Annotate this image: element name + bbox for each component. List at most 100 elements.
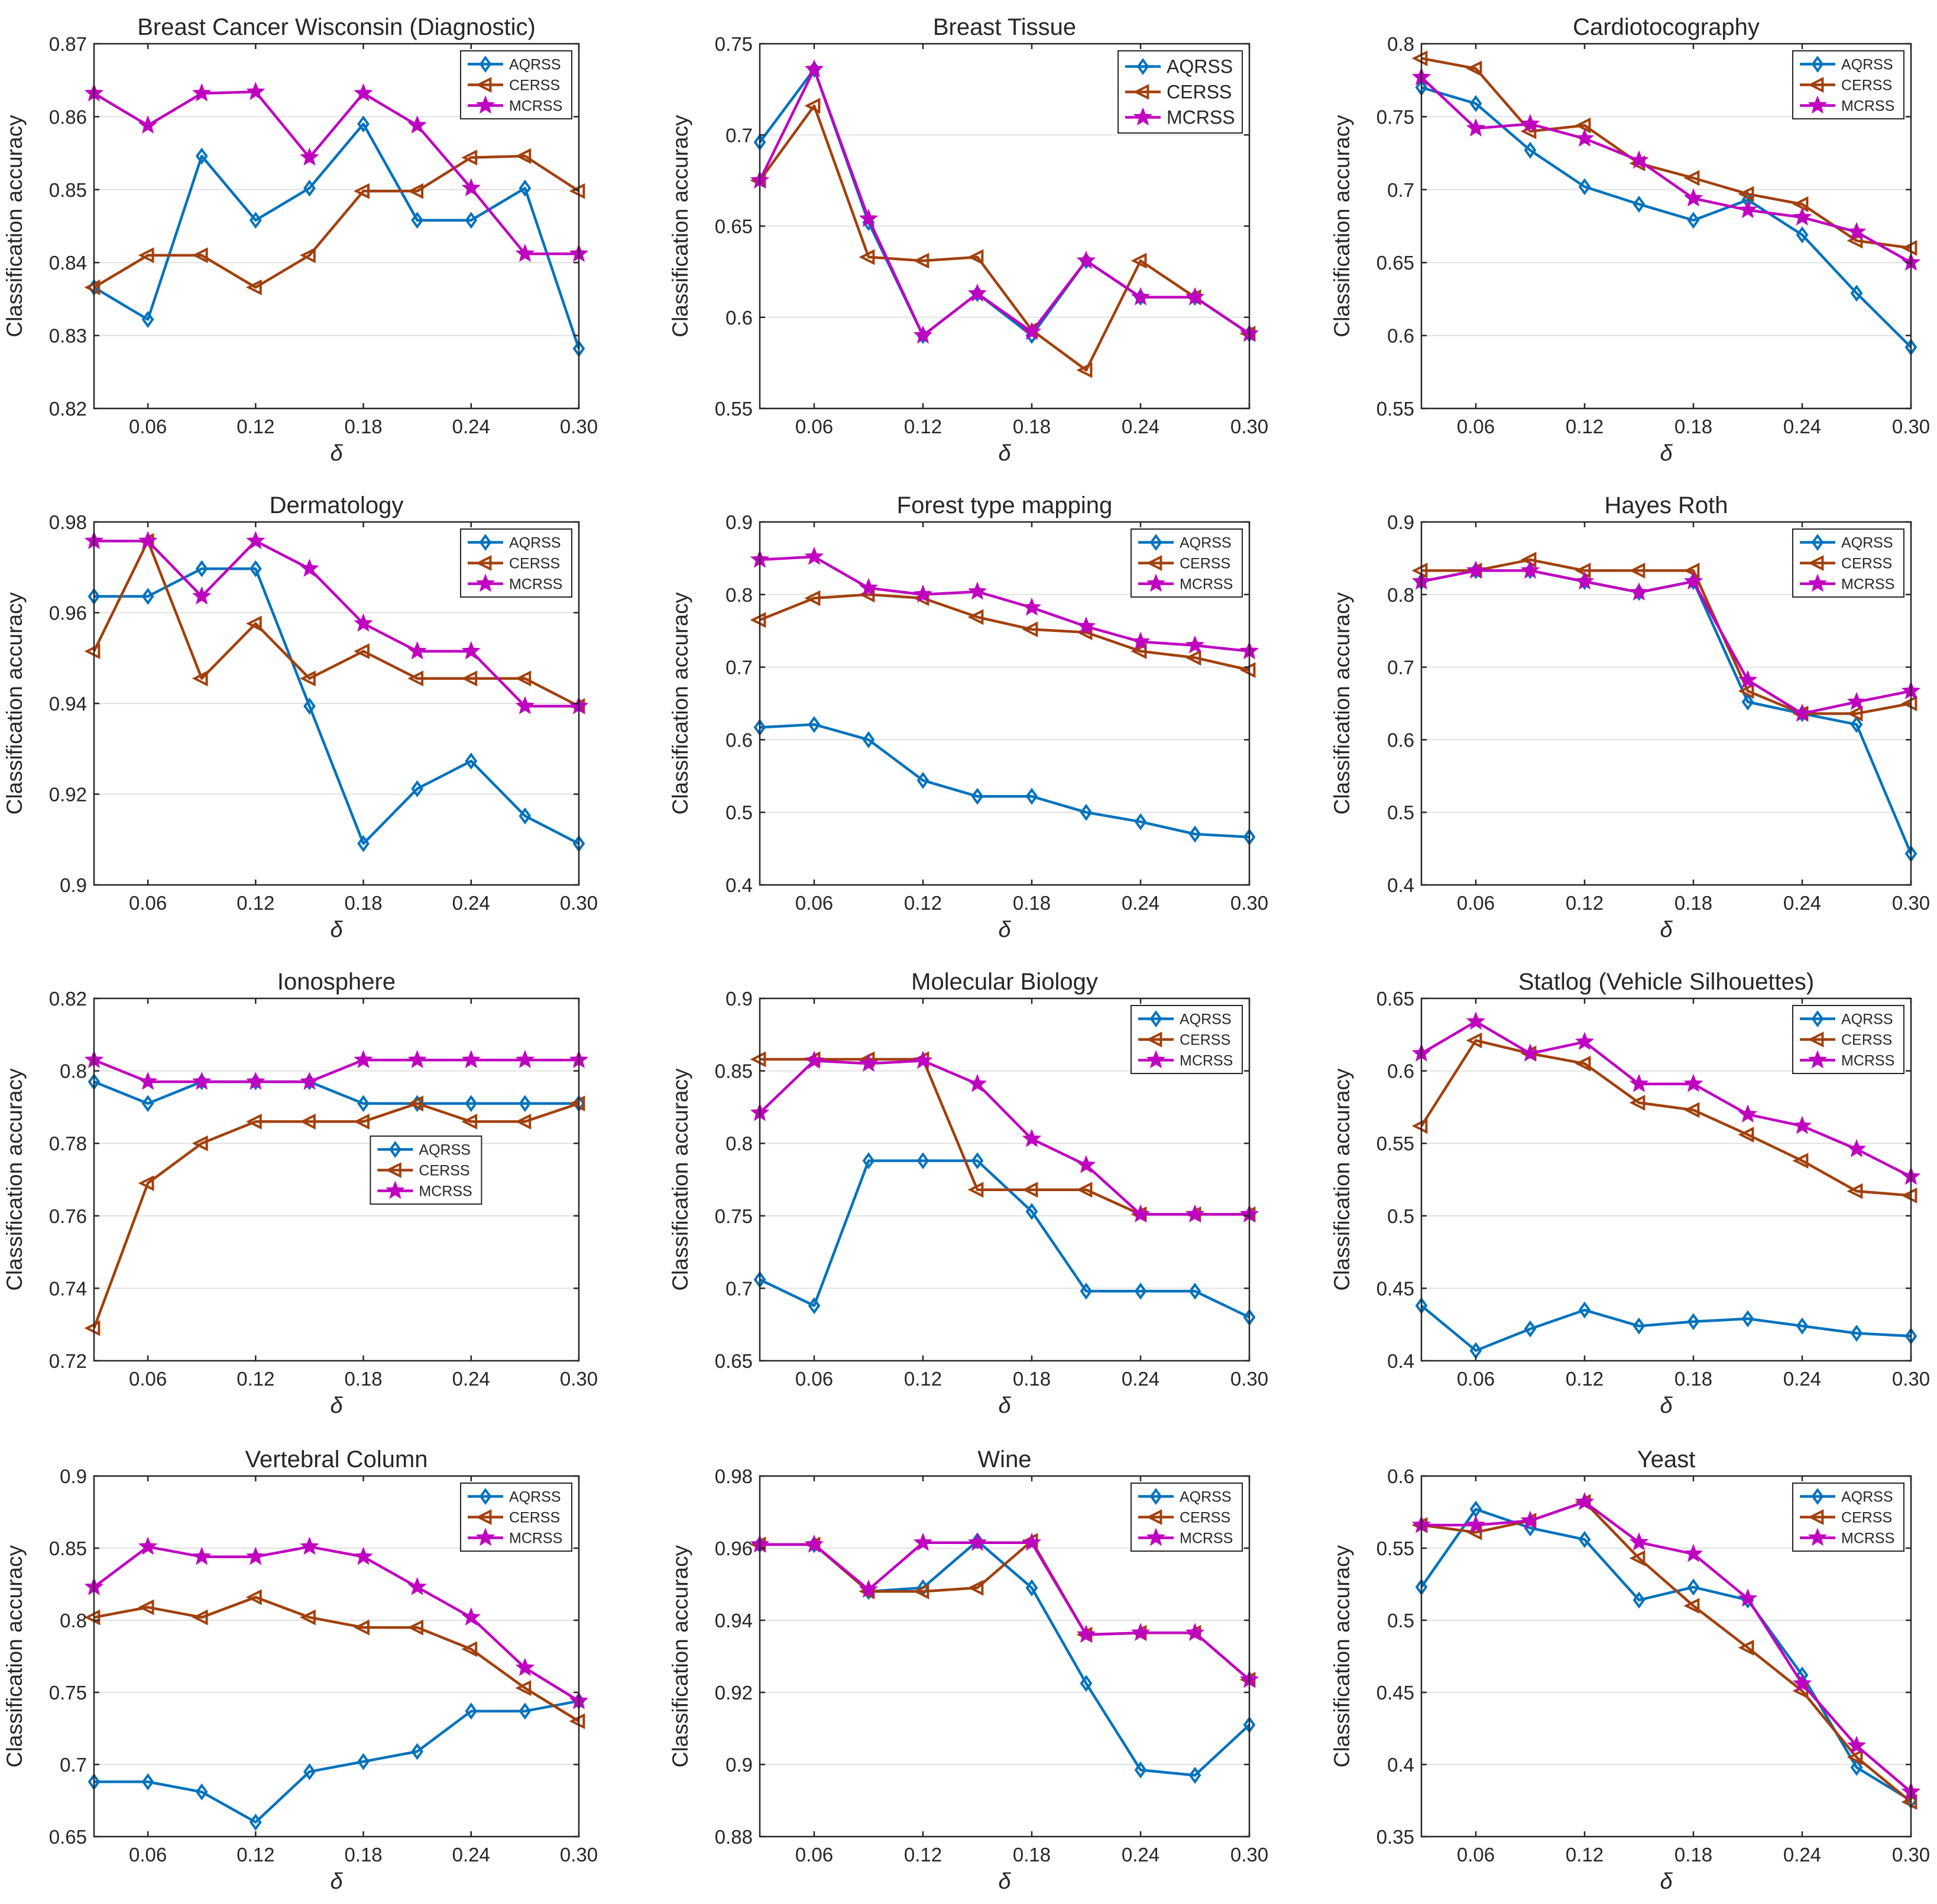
y-axis-label: Classification accuracy <box>668 115 692 338</box>
data-point-mcrss <box>1683 1073 1703 1092</box>
x-tick-label: 0.06 <box>1457 892 1495 914</box>
data-point-aqrss <box>1741 1310 1754 1328</box>
chart-panel-1: 0.06 0.12 0.18 0.24 0.30 0.82 0.83 0.84 0.85 0.86… <box>2 14 598 466</box>
data-point-cerss <box>1901 240 1917 256</box>
data-point-aqrss <box>195 147 208 165</box>
data-point-aqrss <box>1741 693 1754 711</box>
y-tick-label: 0.88 <box>715 1826 753 1848</box>
legend-label-aqrss: AQRSS <box>1180 535 1232 552</box>
series-line-aqrss <box>1420 1507 1912 1802</box>
legend-marker-mcrss <box>1808 573 1828 592</box>
legend-label-mcrss: MCRSS <box>419 1183 472 1199</box>
data-point-aqrss <box>1578 1301 1591 1319</box>
data-point-mcrss <box>1792 1673 1812 1692</box>
data-point-mcrss <box>138 531 158 550</box>
series-line-cerss <box>93 1595 580 1723</box>
legend-label-mcrss: MCRSS <box>1180 1053 1233 1069</box>
data-point-mcrss <box>1185 287 1205 306</box>
data-point-aqrss <box>195 560 208 578</box>
data-point-cerss <box>1792 196 1809 212</box>
data-point-aqrss <box>1850 1759 1863 1776</box>
data-point-cerss <box>1575 562 1591 579</box>
x-tick-label: 0.06 <box>795 1368 833 1390</box>
data-point-aqrss <box>1188 825 1201 843</box>
data-point-cerss <box>1575 117 1591 134</box>
series-line-mcrss <box>93 1545 580 1702</box>
data-point-cerss <box>299 1113 316 1130</box>
legend-marker-aqrss <box>479 534 492 551</box>
legend-marker-aqrss <box>1149 1010 1162 1027</box>
data-point-aqrss <box>303 1763 316 1780</box>
y-tick-label: 0.6 <box>1387 325 1414 347</box>
chart-title: Dermatology <box>270 492 404 518</box>
x-tick-label: 0.30 <box>1230 892 1268 914</box>
legend-marker-mcrss <box>475 95 495 114</box>
data-point-aqrss <box>1469 95 1482 112</box>
legend: AQRSS CERSS MCRSS <box>1131 1483 1243 1552</box>
data-point-cerss <box>1683 170 1700 186</box>
series-line-aqrss <box>93 122 581 349</box>
data-point-mcrss <box>967 1073 987 1092</box>
data-point-mcrss <box>1520 113 1540 132</box>
data-point-aqrss <box>519 807 532 825</box>
data-point-aqrss <box>519 1702 532 1720</box>
data-point-aqrss <box>1080 1282 1093 1300</box>
data-point-mcrss <box>407 115 427 134</box>
y-tick-label: 0.7 <box>1387 657 1414 679</box>
chart-title: Hayes Roth <box>1605 492 1728 518</box>
x-tick-label: 0.24 <box>1122 416 1159 437</box>
data-point-cerss <box>461 1641 478 1658</box>
chart-panel-6: 0.06 0.12 0.18 0.24 0.30 0.4 0.5 0.6 0.7 0.8 0.9 Ha… <box>1330 492 1930 942</box>
chart-panel-2: 0.06 0.12 0.18 0.24 0.30 0.55 0.6 0.65 0.7 0.75 Br… <box>668 14 1268 466</box>
data-point-mcrss <box>804 1050 824 1069</box>
y-tick-label: 0.55 <box>1376 1538 1414 1559</box>
data-point-aqrss <box>1025 1203 1038 1220</box>
data-point-mcrss <box>192 1546 212 1565</box>
data-point-mcrss <box>1185 1204 1205 1223</box>
data-point-cerss <box>1792 1153 1809 1169</box>
data-point-aqrss <box>465 1095 478 1112</box>
data-point-mcrss <box>804 59 824 77</box>
x-tick-label: 0.06 <box>129 892 167 914</box>
x-tick-label: 0.30 <box>1230 1844 1268 1866</box>
series-line-cerss <box>1420 1039 1912 1197</box>
data-point-mcrss <box>1466 1514 1486 1533</box>
y-tick-label: 0.75 <box>49 1682 87 1704</box>
data-point-cerss <box>245 279 262 296</box>
legend: AQRSS CERSS MCRSS <box>460 528 572 598</box>
x-tick-label: 0.18 <box>344 1368 382 1390</box>
y-tick-label: 0.8 <box>725 584 753 606</box>
x-tick-label: 0.18 <box>1674 1844 1712 1866</box>
data-point-aqrss <box>465 752 478 770</box>
data-point-mcrss <box>300 147 319 166</box>
data-point-mcrss <box>461 1050 481 1068</box>
data-point-cerss <box>84 643 101 660</box>
x-tick-label: 0.12 <box>904 416 942 437</box>
series-line-mcrss <box>93 1058 579 1084</box>
data-point-mcrss <box>859 578 879 596</box>
legend-marker-aqrss <box>1811 56 1824 73</box>
legend-label-cerss: CERSS <box>1841 1510 1892 1526</box>
data-point-cerss <box>515 670 532 687</box>
data-point-aqrss <box>1134 813 1147 831</box>
data-point-cerss <box>967 249 984 265</box>
axes-box <box>1420 521 1912 886</box>
data-point-aqrss <box>808 1297 821 1315</box>
legend-marker-aqrss <box>1149 534 1162 551</box>
data-point-cerss <box>138 1175 154 1192</box>
x-tick-label: 0.24 <box>1783 892 1821 914</box>
y-tick-label: 0.92 <box>49 784 87 806</box>
y-tick-label: 0.9 <box>725 511 753 533</box>
data-point-cerss <box>299 670 316 687</box>
data-point-mcrss <box>1629 582 1649 601</box>
y-axis-label: Classification accuracy <box>2 592 27 815</box>
data-point-mcrss <box>1847 1736 1867 1754</box>
data-point-mcrss <box>1683 571 1703 590</box>
legend-label-mcrss: MCRSS <box>1841 98 1894 115</box>
data-point-mcrss <box>138 1071 158 1090</box>
legend-label-cerss: CERSS <box>1841 1032 1892 1049</box>
y-tick-label: 0.65 <box>715 1350 753 1372</box>
series-line-mcrss <box>1420 76 1912 264</box>
x-tick-label: 0.06 <box>129 1368 167 1390</box>
data-point-mcrss <box>1575 1032 1595 1050</box>
